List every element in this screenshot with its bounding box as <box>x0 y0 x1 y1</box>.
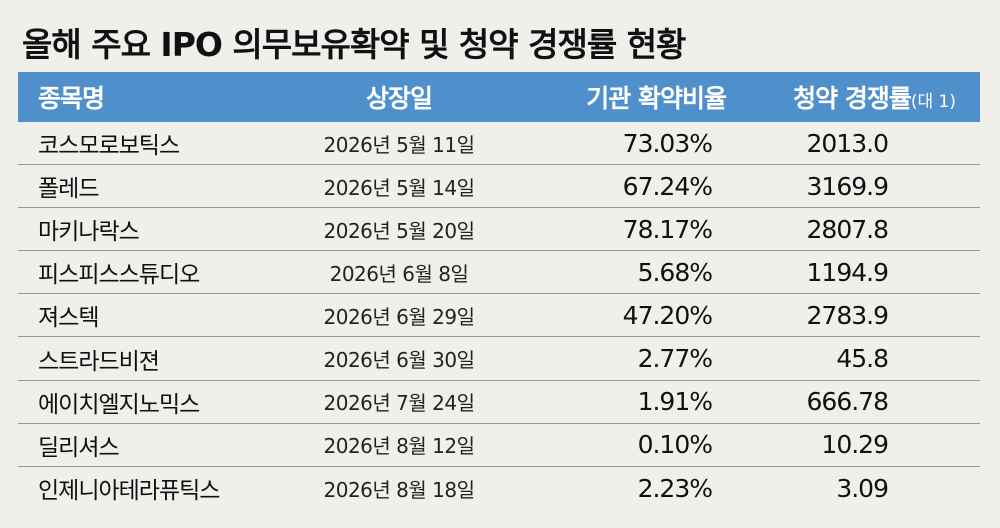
cell-lockup-ratio: 2.77% <box>637 344 713 374</box>
table-header: 종목명 상장일 기관 확약비율 청약 경쟁률(대 1) <box>18 72 980 122</box>
cell-listing-date: 2026년 6월 8일 <box>329 261 469 286</box>
header-lockup-ratio: 기관 확약비율 <box>586 84 727 113</box>
cell-stock-name: 스트라드비젼 <box>38 348 160 375</box>
cell-stock-name: 에이치엘지노믹스 <box>38 391 200 418</box>
cell-lockup-ratio: 0.10% <box>637 430 713 460</box>
header-competition-unit: (대 1) <box>910 92 956 112</box>
cell-competition-rate: 2783.9 <box>806 300 889 330</box>
cell-lockup-ratio: 67.24% <box>622 171 713 201</box>
cell-competition-rate: 2013.0 <box>806 128 889 158</box>
cell-stock-name: 마키나락스 <box>38 219 140 246</box>
cell-competition-rate: 45.8 <box>836 344 889 374</box>
table-row: 폴레드 2026년 5월 14일 67.24% 3169.9 <box>18 165 980 209</box>
header-stock-name: 종목명 <box>38 84 105 113</box>
cell-listing-date: 2026년 6월 30일 <box>323 348 476 373</box>
cell-competition-rate: 1194.9 <box>806 257 889 287</box>
page-title: 올해 주요 IPO 의무보유확약 및 청약 경쟁률 현황 <box>22 25 686 64</box>
table-row: 마키나락스 2026년 5월 20일 78.17% 2807.8 <box>18 208 980 252</box>
table-row: 져스텍 2026년 6월 29일 47.20% 2783.9 <box>18 294 980 338</box>
ipo-table: 종목명 상장일 기관 확약비율 청약 경쟁률(대 1) 코스모로보틱스 2026년… <box>18 72 980 510</box>
cell-competition-rate: 3169.9 <box>806 171 889 201</box>
cell-stock-name: 인제니아테라퓨틱스 <box>38 478 220 505</box>
cell-listing-date: 2026년 6월 29일 <box>323 304 476 329</box>
cell-stock-name: 피스피스스튜디오 <box>38 262 200 289</box>
cell-listing-date: 2026년 7월 24일 <box>323 391 476 416</box>
cell-competition-rate: 3.09 <box>836 473 889 503</box>
cell-lockup-ratio: 1.91% <box>637 387 713 417</box>
table-row: 스트라드비젼 2026년 6월 30일 2.77% 45.8 <box>18 337 980 381</box>
header-listing-date: 상장일 <box>365 84 433 113</box>
cell-lockup-ratio: 78.17% <box>622 214 713 244</box>
cell-lockup-ratio: 73.03% <box>622 128 713 158</box>
header-competition-rate: 청약 경쟁률(대 1) <box>738 79 980 115</box>
cell-lockup-ratio: 5.68% <box>637 257 713 287</box>
cell-listing-date: 2026년 8월 12일 <box>323 434 476 459</box>
cell-stock-name: 져스텍 <box>38 305 99 332</box>
cell-listing-date: 2026년 5월 14일 <box>323 175 476 200</box>
header-competition-label: 청약 경쟁률 <box>793 84 912 113</box>
table-row: 피스피스스튜디오 2026년 6월 8일 5.68% 1194.9 <box>18 251 980 295</box>
table-row: 딜리셔스 2026년 8월 12일 0.10% 10.29 <box>18 424 980 467</box>
table-row: 코스모로보틱스 2026년 5월 11일 73.03% 2013.0 <box>18 122 980 166</box>
cell-lockup-ratio: 2.23% <box>637 473 713 503</box>
cell-lockup-ratio: 47.20% <box>622 300 713 330</box>
cell-competition-rate: 2807.8 <box>806 214 889 244</box>
cell-listing-date: 2026년 5월 20일 <box>323 218 476 243</box>
cell-competition-rate: 666.78 <box>806 387 889 417</box>
table-row: 인제니아테라퓨틱스 2026년 8월 18일 2.23% 3.09 <box>18 467 980 510</box>
table-body: 코스모로보틱스 2026년 5월 11일 73.03% 2013.0 폴레드 2026년… <box>18 122 980 510</box>
cell-stock-name: 코스모로보틱스 <box>38 133 180 160</box>
cell-competition-rate: 10.29 <box>821 430 889 460</box>
cell-listing-date: 2026년 5월 11일 <box>323 132 476 157</box>
cell-listing-date: 2026년 8월 18일 <box>323 477 476 502</box>
cell-stock-name: 딜리셔스 <box>38 434 120 461</box>
cell-stock-name: 폴레드 <box>38 176 99 203</box>
table-row: 에이치엘지노믹스 2026년 7월 24일 1.91% 666.78 <box>18 381 980 424</box>
